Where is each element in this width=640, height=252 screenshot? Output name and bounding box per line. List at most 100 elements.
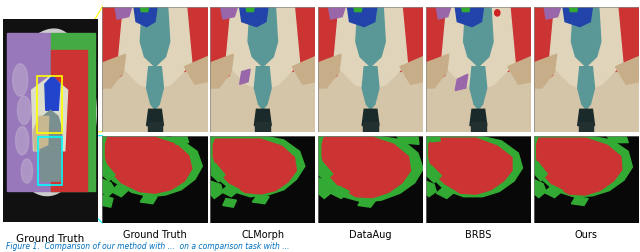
Polygon shape	[292, 57, 316, 85]
Polygon shape	[239, 8, 268, 27]
Polygon shape	[9, 30, 96, 196]
Polygon shape	[147, 68, 163, 110]
Text: Ground Truth: Ground Truth	[123, 229, 187, 239]
Polygon shape	[318, 55, 341, 89]
Polygon shape	[442, 8, 515, 91]
Polygon shape	[331, 186, 349, 199]
Bar	[255, 122, 270, 132]
Polygon shape	[436, 8, 451, 20]
Polygon shape	[322, 138, 410, 198]
Polygon shape	[455, 8, 484, 27]
Text: DataAug: DataAug	[349, 229, 392, 239]
Polygon shape	[537, 139, 622, 195]
Polygon shape	[115, 8, 132, 20]
Polygon shape	[51, 50, 86, 192]
Polygon shape	[171, 136, 189, 145]
Polygon shape	[572, 8, 601, 68]
Bar	[37, 77, 62, 133]
Polygon shape	[210, 136, 305, 197]
Polygon shape	[140, 8, 148, 13]
Polygon shape	[223, 199, 237, 207]
Polygon shape	[358, 199, 376, 207]
Polygon shape	[354, 8, 362, 13]
Polygon shape	[455, 75, 468, 91]
Polygon shape	[140, 195, 157, 204]
Polygon shape	[45, 77, 60, 111]
Polygon shape	[470, 110, 487, 126]
Polygon shape	[616, 57, 639, 85]
Text: Ground Truth: Ground Truth	[17, 233, 84, 243]
Polygon shape	[544, 8, 561, 20]
Polygon shape	[318, 8, 358, 89]
Polygon shape	[106, 138, 192, 194]
Polygon shape	[534, 162, 547, 181]
Polygon shape	[282, 8, 316, 72]
Circle shape	[13, 65, 28, 97]
Circle shape	[17, 97, 31, 125]
Polygon shape	[102, 179, 115, 197]
Polygon shape	[213, 140, 296, 194]
Bar	[471, 122, 486, 132]
Polygon shape	[508, 57, 531, 85]
Polygon shape	[246, 8, 254, 13]
Polygon shape	[534, 179, 546, 198]
Polygon shape	[426, 55, 449, 89]
Polygon shape	[605, 8, 639, 72]
Polygon shape	[549, 8, 623, 91]
Polygon shape	[356, 8, 385, 68]
Polygon shape	[102, 8, 142, 89]
Polygon shape	[318, 178, 333, 199]
Polygon shape	[31, 77, 68, 151]
Polygon shape	[102, 164, 115, 181]
Polygon shape	[134, 8, 157, 27]
Polygon shape	[362, 110, 379, 126]
Polygon shape	[607, 136, 628, 143]
Bar	[579, 122, 593, 132]
Polygon shape	[333, 8, 408, 91]
Polygon shape	[7, 34, 51, 192]
Polygon shape	[362, 68, 379, 110]
Polygon shape	[102, 136, 202, 197]
Polygon shape	[226, 8, 300, 91]
Polygon shape	[497, 8, 531, 72]
Polygon shape	[102, 195, 113, 207]
Bar	[148, 122, 163, 132]
Polygon shape	[102, 55, 125, 89]
Polygon shape	[252, 195, 269, 204]
Polygon shape	[426, 136, 522, 197]
Circle shape	[21, 159, 33, 183]
Polygon shape	[569, 8, 578, 13]
Polygon shape	[430, 136, 440, 142]
Bar	[38, 137, 62, 185]
Polygon shape	[328, 8, 346, 20]
Text: BRBS: BRBS	[465, 229, 492, 239]
Polygon shape	[348, 8, 377, 27]
Polygon shape	[426, 8, 466, 89]
Polygon shape	[184, 57, 207, 85]
Polygon shape	[534, 8, 573, 89]
Polygon shape	[318, 162, 333, 181]
Polygon shape	[174, 8, 207, 72]
Circle shape	[495, 11, 500, 17]
Polygon shape	[429, 139, 512, 194]
Polygon shape	[118, 8, 192, 91]
Polygon shape	[210, 181, 223, 199]
Polygon shape	[400, 57, 423, 85]
Polygon shape	[578, 110, 595, 126]
Bar	[363, 122, 378, 132]
Text: Ours: Ours	[575, 229, 598, 239]
Polygon shape	[39, 111, 62, 181]
Polygon shape	[397, 136, 419, 145]
Polygon shape	[210, 8, 250, 89]
Polygon shape	[470, 68, 487, 110]
Text: Figure 1.  Comparison of our method with ...  on a comparison task with ...: Figure 1. Comparison of our method with …	[6, 241, 290, 250]
Polygon shape	[572, 197, 588, 206]
Text: CLMorph: CLMorph	[241, 229, 284, 239]
Polygon shape	[534, 55, 557, 89]
Circle shape	[15, 127, 29, 155]
Polygon shape	[563, 8, 593, 27]
Polygon shape	[318, 136, 423, 202]
Polygon shape	[426, 181, 436, 197]
Polygon shape	[390, 8, 423, 72]
Polygon shape	[239, 70, 250, 85]
